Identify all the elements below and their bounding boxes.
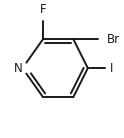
Text: Br: Br bbox=[107, 33, 120, 46]
Text: N: N bbox=[14, 62, 22, 75]
Text: F: F bbox=[40, 3, 46, 16]
Text: I: I bbox=[110, 62, 113, 75]
